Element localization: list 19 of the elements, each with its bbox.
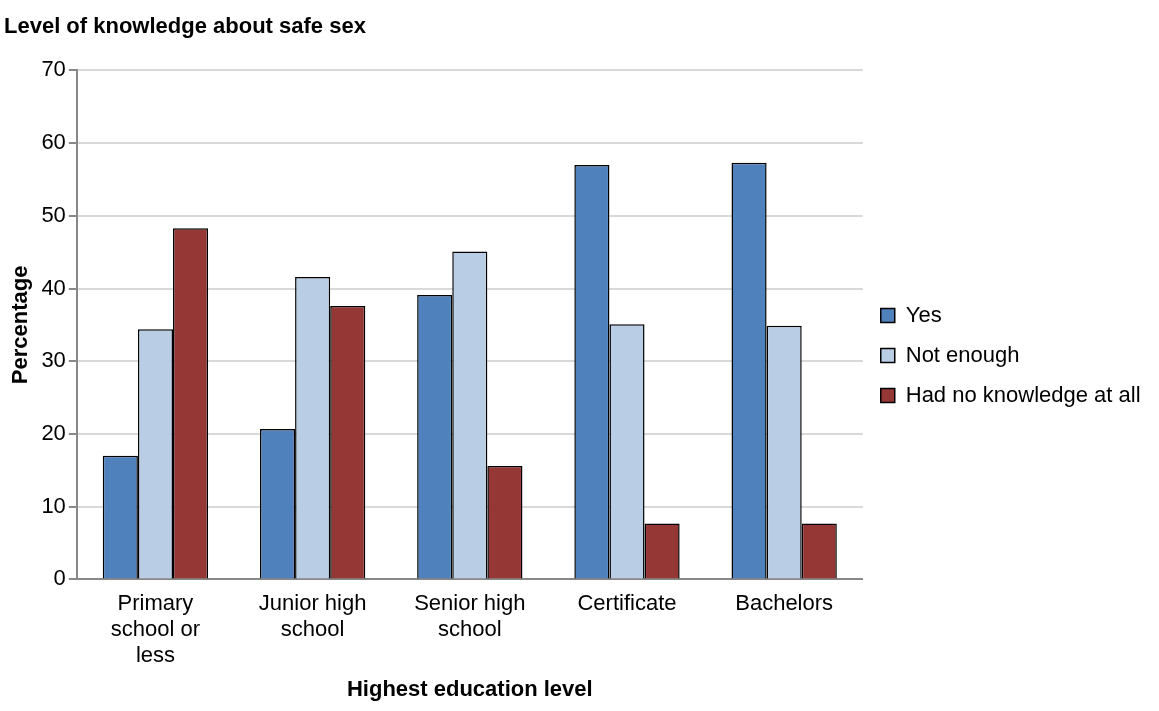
y-tick-label: 40 [41, 274, 66, 300]
x-tick-label: Junior high school [258, 589, 367, 642]
x-tick-label: Senior high school [414, 589, 526, 642]
y-tick-label: 30 [41, 347, 66, 373]
x-tick-label: Primary school or less [110, 589, 201, 668]
legend-label: Had no knowledge at all [905, 381, 1141, 407]
y-tick-label: 0 [53, 565, 66, 591]
chart-title: Level of knowledge about safe sex [4, 13, 367, 39]
x-axis-title: Highest education level [346, 675, 593, 701]
x-tick-label: Certificate [577, 589, 677, 615]
y-tick-label: 10 [41, 492, 66, 518]
x-tick-label: Bachelors [735, 589, 834, 615]
y-tick-label: 20 [41, 420, 66, 446]
y-axis-title: Percentage [7, 265, 33, 385]
legend-label: Yes [905, 301, 942, 327]
y-tick-label: 60 [41, 129, 66, 155]
y-tick-label: 70 [41, 56, 66, 82]
legend-label: Not enough [905, 341, 1020, 367]
y-tick-label: 50 [41, 201, 66, 227]
